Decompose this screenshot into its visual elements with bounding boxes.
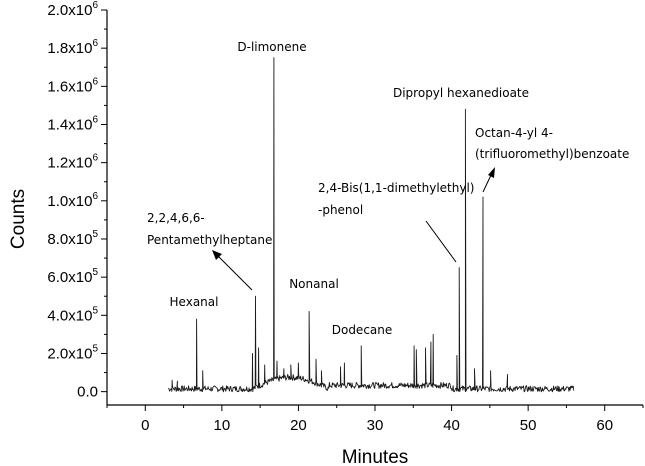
label-dodecane: Dodecane xyxy=(332,323,393,337)
y-axis-title: Counts xyxy=(8,189,29,249)
x-tick-label: 30 xyxy=(367,417,384,434)
arrow-pentamethylheptane xyxy=(217,255,253,291)
x-axis-title: Minutes xyxy=(342,447,409,466)
x-tick-label: 10 xyxy=(214,417,231,434)
y-tick-label: 1.4x106 xyxy=(47,114,98,133)
y-tick-label: 1.0x106 xyxy=(47,191,98,210)
y-tick-label: 2.0x106 xyxy=(47,0,98,19)
arrowhead-octanyl xyxy=(488,167,495,178)
y-tick-label: 1.6x106 xyxy=(47,76,98,95)
x-tick-label: 50 xyxy=(520,417,537,434)
label-bisphenol: 2,4-Bis(1,1-dimethylethyl) -phenol xyxy=(318,181,478,217)
y-tick-label: 1.2x106 xyxy=(47,153,98,172)
y-tick-label: 1.8x106 xyxy=(47,38,98,57)
x-tick-label: 60 xyxy=(596,417,613,434)
x-tick-label: 0 xyxy=(141,417,149,434)
y-tick-label: 6.0x105 xyxy=(47,267,98,286)
x-tick-label: 40 xyxy=(443,417,460,434)
label-d-limonene: D-limonene xyxy=(237,40,306,54)
arrowhead-pentamethylheptane xyxy=(212,250,222,260)
y-tick-label: 2.0x105 xyxy=(47,343,98,362)
label-octanyl-benzoate: Octan-4-yl 4- (trifluoromethyl)benzoate xyxy=(475,126,629,161)
label-pentamethylheptane: 2,2,4,6,6- Pentamethylheptane xyxy=(147,211,272,247)
chromatogram-trace xyxy=(168,57,575,393)
label-hexanal: Hexanal xyxy=(170,295,219,309)
y-tick-label: 4.0x105 xyxy=(47,305,98,324)
x-tick-label: 20 xyxy=(290,417,307,434)
label-nonanal: Nonanal xyxy=(289,277,339,291)
y-axis-ticks: 0.0 2.0x105 4.0x105 6.0x105 8.0x105 1.0x106 1.… xyxy=(47,0,107,401)
leader-bisphenol xyxy=(425,220,457,263)
x-axis-ticks: 0 10 20 30 40 50 60 xyxy=(106,405,644,434)
y-tick-label: 8.0x105 xyxy=(47,229,98,248)
peak-annotations: Hexanal 2,2,4,6,6- Pentamethylheptane D-… xyxy=(147,40,629,337)
y-tick-label: 0.0 xyxy=(77,384,98,401)
label-dipropyl-hexanedioate: Dipropyl hexanedioate xyxy=(393,86,529,100)
